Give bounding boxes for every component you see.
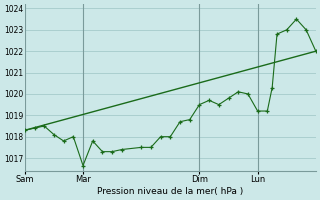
X-axis label: Pression niveau de la mer( hPa ): Pression niveau de la mer( hPa ) bbox=[97, 187, 244, 196]
